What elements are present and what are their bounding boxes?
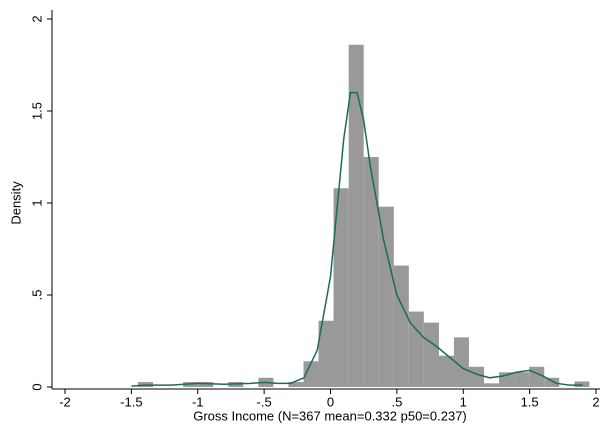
histogram-bar — [378, 206, 394, 387]
x-tick-label: .5 — [391, 394, 402, 409]
x-tick-label: -1.5 — [120, 394, 142, 409]
histogram-bar — [198, 382, 214, 387]
x-tick-label: 2 — [592, 394, 599, 409]
histogram-bar — [333, 188, 349, 387]
density-line — [131, 91, 583, 387]
histogram-bar — [393, 265, 409, 387]
histogram-bar — [318, 320, 334, 387]
y-tick-label: .5 — [29, 290, 44, 301]
histogram-bar — [438, 355, 454, 387]
histogram-bar — [544, 377, 560, 387]
histogram-bar — [303, 361, 319, 387]
histogram-bar — [423, 322, 439, 387]
histogram-bar — [453, 337, 469, 387]
x-tick-label: 1.5 — [521, 394, 539, 409]
y-axis-label: Density — [8, 181, 23, 225]
x-tick-label: -.5 — [257, 394, 272, 409]
y-tick-label: 0 — [29, 383, 44, 390]
x-tick-label: 1 — [460, 394, 467, 409]
histogram-bar — [288, 382, 304, 387]
histogram-bar — [484, 383, 500, 387]
y-tick-label: 1 — [29, 199, 44, 206]
histogram-bar — [363, 157, 379, 387]
x-tick-label: -1 — [192, 394, 204, 409]
histogram-bar — [408, 311, 424, 387]
x-axis-label: Gross Income (N=367 mean=0.332 p50=0.237… — [193, 408, 467, 423]
histogram-bar — [529, 366, 545, 387]
histogram-bar — [348, 44, 364, 387]
histogram-bar — [574, 381, 590, 387]
histogram-bar — [468, 366, 485, 387]
histogram-bar — [514, 372, 530, 387]
x-tick-label: 0 — [327, 394, 334, 409]
y-tick-label: 2 — [29, 15, 44, 22]
x-tick-label: -2 — [59, 394, 71, 409]
y-tick-label: 1.5 — [29, 102, 44, 120]
